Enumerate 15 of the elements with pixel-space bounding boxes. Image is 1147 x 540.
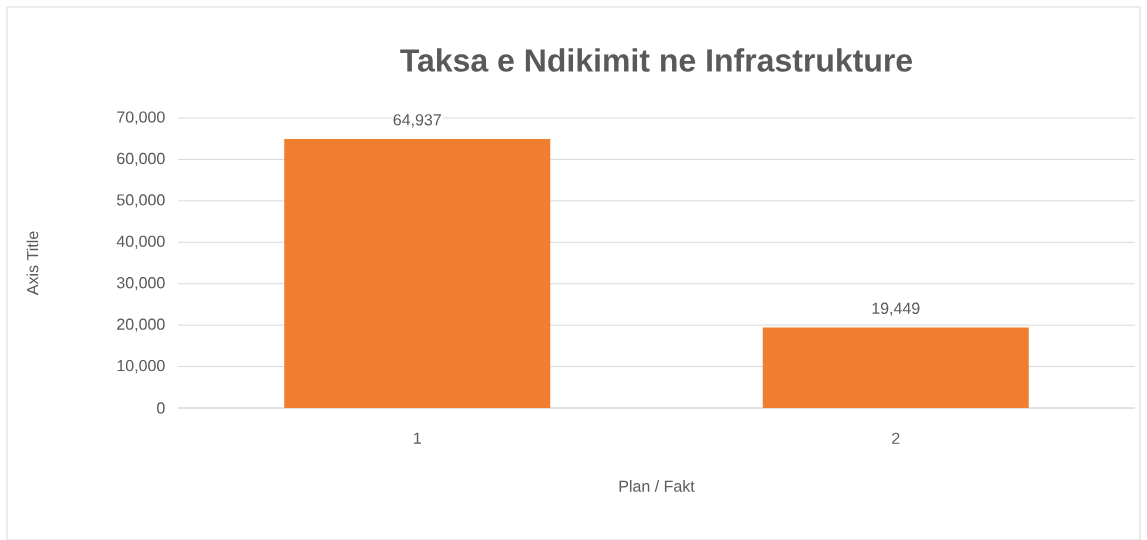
chart-title: Taksa e Ndikimit ne Infrastrukture: [400, 48, 913, 72]
y-tick-label: 20,000: [117, 318, 165, 332]
x-axis-title: Plan / Fakt: [619, 479, 695, 492]
y-tick-label: 60,000: [117, 152, 165, 166]
y-axis-title: Axis Title: [26, 231, 39, 295]
y-tick-label: 50,000: [117, 194, 165, 208]
y-tick-label: 0: [157, 402, 165, 414]
y-tick-label: 10,000: [117, 359, 165, 373]
x-tick-label: 2: [892, 432, 900, 444]
y-tick-label: 40,000: [116, 235, 165, 249]
y-tick-label: 70,000: [117, 111, 165, 125]
data-label: 19,449: [872, 302, 920, 316]
data-label: 64,937: [393, 113, 441, 128]
y-tick-label: 30,000: [116, 276, 165, 291]
x-tick-label: 1: [414, 432, 421, 444]
